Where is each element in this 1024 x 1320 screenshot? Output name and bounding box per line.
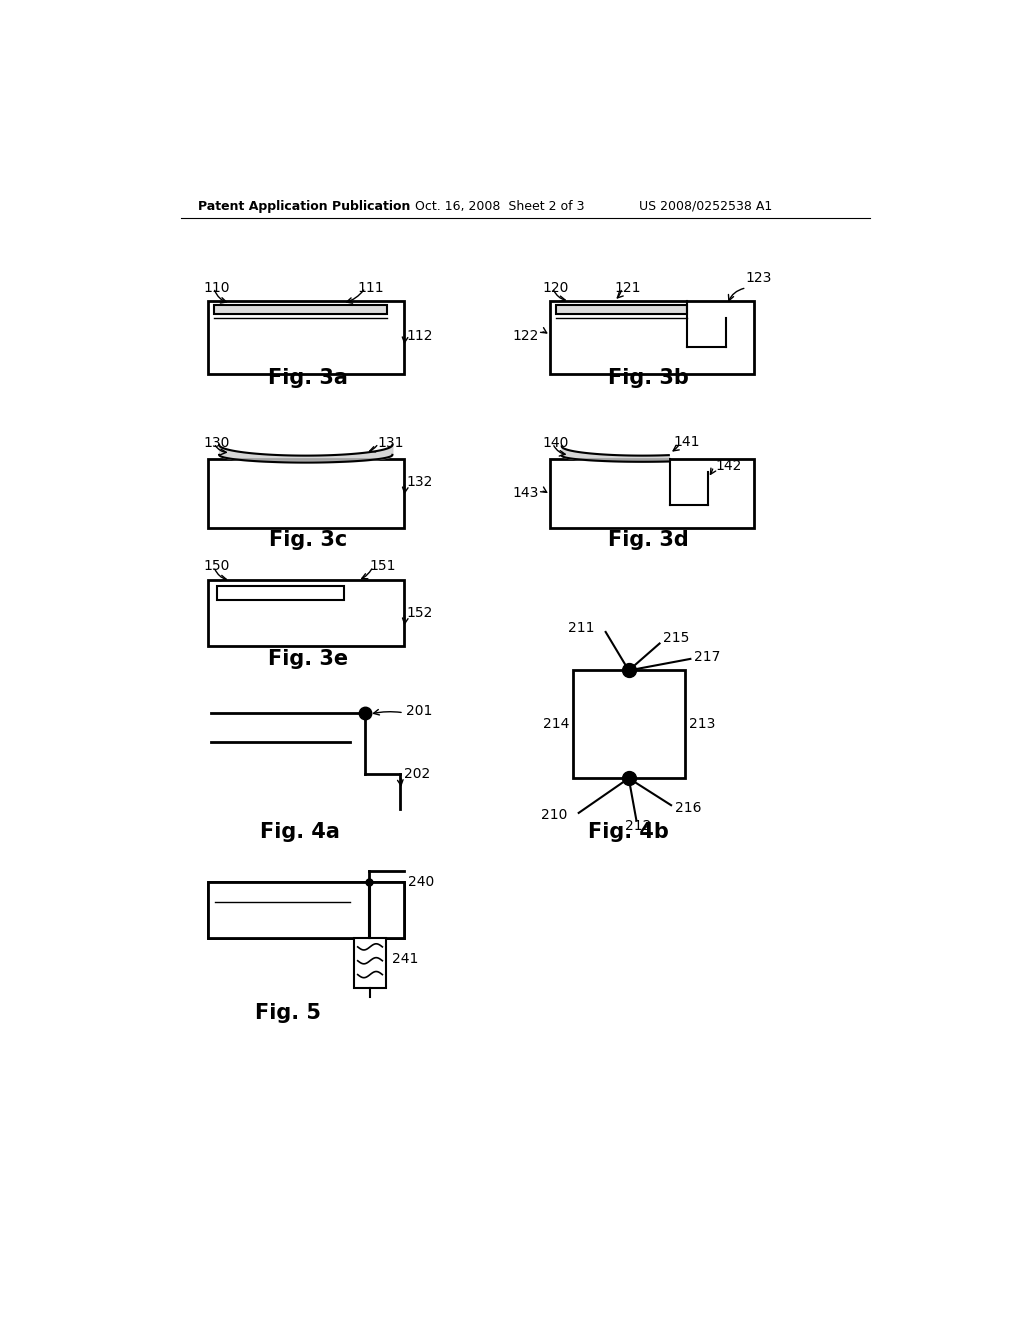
Bar (208, 301, 403, 374)
Bar (550, 459, 755, 528)
Bar (208, 882, 403, 937)
Bar (573, 671, 685, 779)
Text: Fig. 3c: Fig. 3c (268, 529, 347, 549)
Text: 202: 202 (403, 767, 430, 781)
Bar (214, 305, 387, 314)
Text: 140: 140 (543, 437, 569, 450)
Text: 214: 214 (543, 717, 569, 731)
Text: 152: 152 (407, 606, 432, 619)
Text: 131: 131 (377, 437, 403, 450)
Text: 211: 211 (567, 622, 594, 635)
Text: Fig. 3b: Fig. 3b (607, 368, 688, 388)
Text: 217: 217 (694, 649, 721, 664)
Text: 112: 112 (407, 329, 433, 342)
Text: US 2008/0252538 A1: US 2008/0252538 A1 (639, 199, 772, 213)
Text: 141: 141 (674, 434, 700, 449)
Text: Fig. 4b: Fig. 4b (589, 822, 670, 842)
Text: Oct. 16, 2008  Sheet 2 of 3: Oct. 16, 2008 Sheet 2 of 3 (416, 199, 585, 213)
Text: 216: 216 (675, 800, 701, 814)
Text: 143: 143 (512, 486, 539, 500)
Text: Fig. 3d: Fig. 3d (607, 529, 688, 549)
Text: 130: 130 (204, 437, 230, 450)
Text: 213: 213 (689, 717, 715, 731)
Text: 241: 241 (392, 952, 419, 966)
Text: Patent Application Publication: Patent Application Publication (199, 199, 411, 213)
Text: 122: 122 (512, 329, 539, 342)
Text: 123: 123 (745, 271, 771, 285)
Text: 240: 240 (408, 875, 434, 890)
Text: Fig. 4a: Fig. 4a (260, 822, 340, 842)
Bar (556, 305, 687, 314)
Text: 142: 142 (716, 459, 742, 474)
Bar (208, 882, 403, 937)
Text: 121: 121 (614, 281, 641, 294)
Text: 212: 212 (625, 818, 651, 833)
Text: 110: 110 (204, 281, 230, 294)
Text: 150: 150 (204, 560, 230, 573)
Bar (208, 581, 403, 645)
Text: 111: 111 (357, 281, 384, 294)
Text: Fig. 5: Fig. 5 (255, 1003, 322, 1023)
Text: Fig. 3e: Fig. 3e (267, 649, 348, 669)
Text: 120: 120 (543, 281, 569, 294)
Bar (354, 937, 386, 987)
Bar (550, 301, 755, 374)
Bar (215, 887, 350, 899)
Bar (208, 459, 403, 528)
Text: 201: 201 (407, 705, 432, 718)
Text: 210: 210 (541, 808, 567, 822)
Bar (217, 586, 344, 599)
Text: 132: 132 (407, 475, 432, 488)
Text: Fig. 3a: Fig. 3a (267, 368, 347, 388)
Text: 151: 151 (370, 560, 395, 573)
Text: 215: 215 (664, 631, 690, 645)
